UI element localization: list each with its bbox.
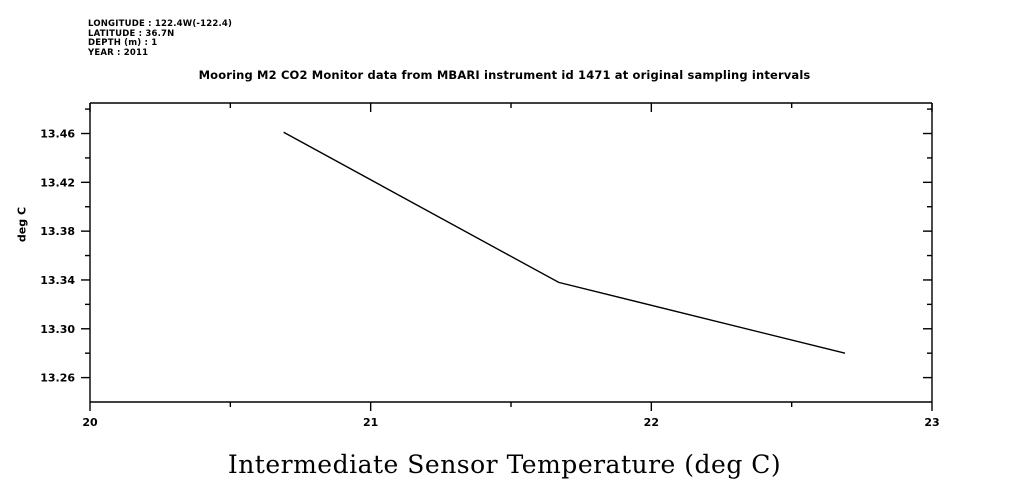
y-tick-label: 13.30 bbox=[40, 323, 75, 336]
x-tick-label: 20 bbox=[82, 416, 98, 429]
ticks-group bbox=[81, 103, 933, 411]
x-tick-label: 21 bbox=[363, 416, 378, 429]
metadata-block: LONGITUDE : 122.4W(-122.4) LATITUDE : 36… bbox=[88, 19, 233, 58]
y-tick-label: 13.26 bbox=[40, 372, 75, 385]
tick-labels-group: 13.46 13.42 13.38 13.34 13.30 13.26 20 21 22 23 bbox=[40, 128, 939, 429]
y-tick-label: 13.38 bbox=[40, 225, 75, 238]
y-tick-label: 13.34 bbox=[40, 274, 75, 287]
metadata-latitude: LATITUDE : 36.7N bbox=[88, 28, 175, 39]
y-tick-label: 13.46 bbox=[40, 128, 75, 141]
metadata-longitude: LONGITUDE : 122.4W(-122.4) bbox=[88, 19, 233, 29]
x-tick-label: 22 bbox=[644, 416, 659, 429]
y-tick-label: 13.42 bbox=[40, 176, 75, 189]
chart-title: Mooring M2 CO2 Monitor data from MBARI i… bbox=[198, 68, 811, 82]
data-series-line bbox=[283, 131, 846, 354]
axes-group bbox=[89, 102, 933, 403]
metadata-depth: DEPTH (m) : 1 bbox=[88, 38, 158, 49]
metadata-year: YEAR : 2011 bbox=[88, 47, 149, 58]
x-axis-label: Intermediate Sensor Temperature (deg C) bbox=[227, 450, 782, 479]
x-tick-label: 23 bbox=[924, 416, 939, 429]
data-series-group bbox=[283, 131, 846, 354]
